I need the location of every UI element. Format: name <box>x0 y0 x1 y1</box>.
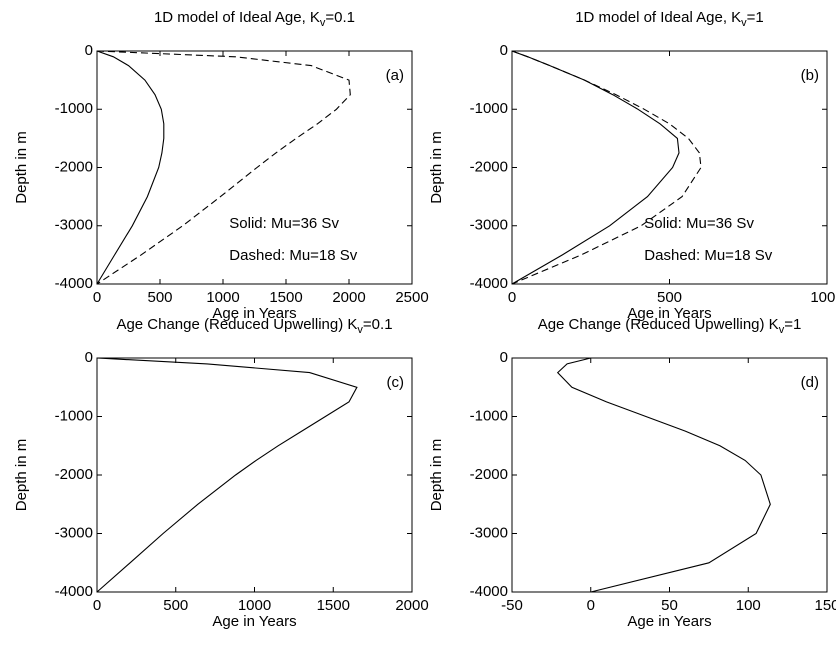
panel-label: (c) <box>387 374 405 391</box>
y-axis-label: Depth in m <box>428 439 445 512</box>
subplot: Age Change (Reduced Upwelling) Kv=1 -50 0 5… <box>428 316 836 630</box>
y-tick-label: -4000 <box>470 275 508 292</box>
subplot: Age Change (Reduced Upwelling) Kv=0.1 0 50… <box>13 316 429 630</box>
x-tick-label: -50 <box>501 597 523 614</box>
y-tick-label: 0 <box>85 42 93 59</box>
y-tick-label: -3000 <box>55 217 93 234</box>
panel-label: (d) <box>801 374 819 391</box>
title-subscript: v <box>779 324 785 336</box>
plot-frame <box>96 357 413 593</box>
title-tail: =0.1 <box>363 316 393 333</box>
y-tick-label: 0 <box>500 349 508 366</box>
subplot: 1D model of Ideal Age, Kv=0.1 0 500 1000 150… <box>13 9 429 322</box>
plot-frame <box>511 357 828 593</box>
y-tick-label: -2000 <box>470 158 508 175</box>
title-text: 1D model of Ideal Age, K <box>575 9 741 26</box>
x-tick-label: 1000 <box>810 289 836 306</box>
x-tick-label: 2000 <box>395 597 428 614</box>
y-tick-label: -1000 <box>470 100 508 117</box>
x-tick-label: 500 <box>657 289 682 306</box>
y-tick-label: -2000 <box>55 466 93 483</box>
title-tail: =1 <box>784 316 801 333</box>
panel-label: (a) <box>386 67 404 84</box>
y-tick-label: -4000 <box>470 583 508 600</box>
title-text: Age Change (Reduced Upwelling) K <box>538 316 779 333</box>
title-text: 1D model of Ideal Age, K <box>154 9 320 26</box>
x-tick-label: 0 <box>587 597 595 614</box>
x-tick-label: 1000 <box>206 289 239 306</box>
x-tick-label: 500 <box>163 597 188 614</box>
x-tick-label: 0 <box>508 289 516 306</box>
y-tick-label: -2000 <box>470 466 508 483</box>
panel-label: (b) <box>801 67 819 84</box>
x-axis-label: Age in Years <box>212 613 296 630</box>
y-tick-label: -1000 <box>470 407 508 424</box>
y-tick-label: -3000 <box>470 217 508 234</box>
annotation: Dashed: Mu=18 Sv <box>644 247 772 264</box>
x-tick-label: 100 <box>736 597 761 614</box>
annotation: Dashed: Mu=18 Sv <box>229 247 357 264</box>
title-subscript: v <box>357 324 363 336</box>
series-line <box>556 357 771 593</box>
y-tick-label: -4000 <box>55 583 93 600</box>
annotation: Solid: Mu=36 Sv <box>644 215 754 232</box>
title-subscript: v <box>741 17 747 29</box>
chart-title: 1D model of Ideal Age, Kv=0.1 <box>154 9 355 29</box>
annotation: Solid: Mu=36 Sv <box>229 215 339 232</box>
series-line <box>511 50 702 285</box>
x-tick-label: 0 <box>93 289 101 306</box>
title-text: Age Change (Reduced Upwelling) K <box>116 316 357 333</box>
series-line <box>96 357 358 593</box>
chart-title: Age Change (Reduced Upwelling) Kv=0.1 <box>116 316 392 336</box>
subplot: 1D model of Ideal Age, Kv=1 0 500 1000 -4000… <box>428 9 836 322</box>
y-tick-label: -1000 <box>55 100 93 117</box>
y-tick-label: -3000 <box>55 524 93 541</box>
series-line <box>96 50 165 285</box>
x-tick-label: 0 <box>93 597 101 614</box>
title-tail: =1 <box>747 9 764 26</box>
title-tail: =0.1 <box>325 9 355 26</box>
y-axis-label: Depth in m <box>13 131 30 204</box>
x-tick-label: 2000 <box>332 289 365 306</box>
x-tick-label: 1000 <box>238 597 271 614</box>
x-axis-label: Age in Years <box>212 305 296 322</box>
x-tick-label: 500 <box>147 289 172 306</box>
y-tick-label: 0 <box>500 42 508 59</box>
x-tick-label: 2500 <box>395 289 428 306</box>
series-line <box>96 50 351 285</box>
y-axis-label: Depth in m <box>13 439 30 512</box>
y-tick-label: -1000 <box>55 407 93 424</box>
y-tick-label: -2000 <box>55 158 93 175</box>
x-tick-label: 50 <box>661 597 678 614</box>
chart-title: Age Change (Reduced Upwelling) Kv=1 <box>538 316 802 336</box>
y-tick-label: 0 <box>85 349 93 366</box>
x-axis-label: Age in Years <box>627 305 711 322</box>
title-subscript: v <box>320 17 326 29</box>
y-tick-label: -3000 <box>470 524 508 541</box>
y-tick-label: -4000 <box>55 275 93 292</box>
y-axis-label: Depth in m <box>428 131 445 204</box>
x-tick-label: 1500 <box>317 597 350 614</box>
x-tick-label: 1500 <box>269 289 302 306</box>
x-tick-label: 150 <box>814 597 836 614</box>
chart-title: 1D model of Ideal Age, Kv=1 <box>575 9 764 29</box>
x-axis-label: Age in Years <box>627 613 711 630</box>
